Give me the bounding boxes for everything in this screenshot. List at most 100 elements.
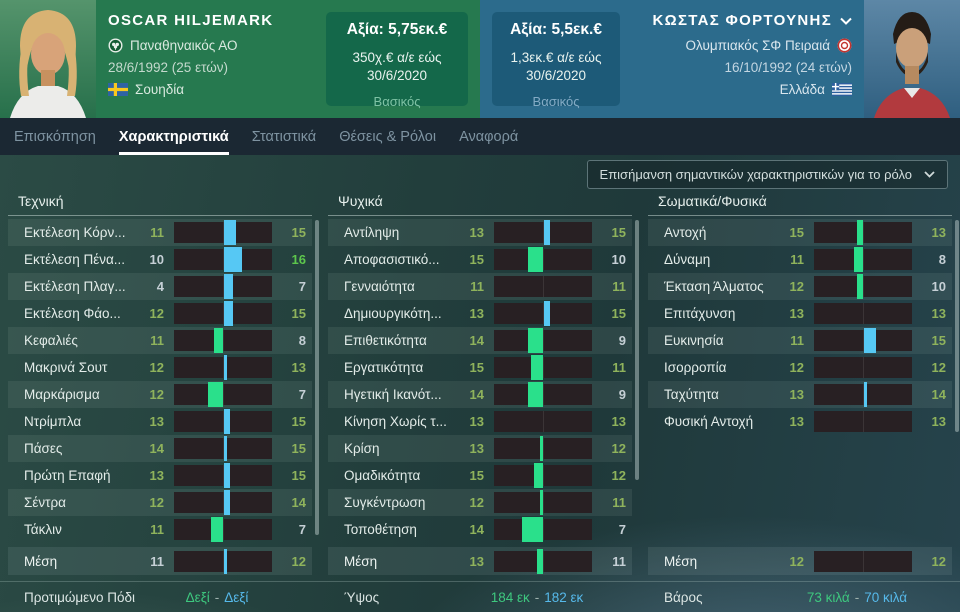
- player2-photo: [864, 0, 960, 118]
- player2-portrait-image: [864, 0, 960, 118]
- attribute-row: Κεφαλιές 11 8: [8, 327, 312, 354]
- player2-info: ΚΩΣΤΑΣ ΦΟΡΤΟΥΝΗΣ Ολυμπιακός ΣΦ Πειραιά 1…: [620, 0, 864, 118]
- attribute-label: Ομαδικότητα: [344, 468, 421, 483]
- player2-attribute-value: 13: [931, 306, 946, 321]
- attribute-label: Ευκινησία: [664, 333, 724, 348]
- player2-attribute-value: 16: [291, 252, 306, 267]
- player2-attribute-value: 7: [298, 387, 306, 402]
- track-center-line: [543, 222, 544, 243]
- player1-attribute-value: 13: [469, 414, 484, 429]
- player2-advantage-bar: [224, 301, 233, 326]
- player2-attribute-value: 8: [938, 252, 946, 267]
- player1-attribute-value: 11: [150, 522, 164, 537]
- track-center-line: [863, 550, 864, 572]
- player1-advantage-bar: [537, 548, 543, 574]
- player1-wage-line1: 350χ.€ α/ε εώς: [352, 50, 442, 65]
- attribute-label: Δημιουργικότη...: [344, 306, 442, 321]
- player2-value: Αξία: 5,5εκ.€: [510, 21, 602, 38]
- role-highlight-dropdown[interactable]: Επισήμανση σημαντικών χαρακτηριστικών γι…: [586, 159, 948, 189]
- attribute-row: Πάσες 14 15: [8, 435, 312, 462]
- player1-squad-status: Βασικός: [373, 94, 421, 110]
- player2-attribute-value: 13: [931, 225, 946, 240]
- tab-positions-roles[interactable]: Θέσεις & Ρόλοι: [339, 128, 437, 145]
- tab-report[interactable]: Αναφορά: [459, 128, 519, 145]
- mean-label: Μέση: [24, 553, 58, 569]
- player1-attribute-value: 13: [789, 387, 804, 402]
- detail-separator: -: [214, 589, 220, 605]
- tab-overview[interactable]: Επισκόπηση: [14, 128, 96, 145]
- attribute-label: Μαρκάρισμα: [24, 387, 100, 402]
- tab-attributes[interactable]: Χαρακτηριστικά: [118, 118, 229, 155]
- detail-values: 184 εκ -182 εκ: [462, 590, 612, 605]
- player1-mean-value: 11: [150, 553, 164, 569]
- tab-stats[interactable]: Στατιστικά: [251, 128, 317, 145]
- comparison-bar-track: [814, 274, 912, 299]
- player1-attribute-value: 14: [469, 333, 484, 348]
- player1-birthdate-text: 28/6/1992 (25 ετών): [108, 60, 229, 75]
- player2-club-line: Ολυμπιακός ΣΦ Πειραιά: [686, 38, 852, 53]
- section-title: Σωματικά/Φυσικά: [648, 193, 952, 216]
- column-scrollbar[interactable]: [635, 220, 639, 480]
- track-center-line: [223, 249, 224, 270]
- track-center-line: [223, 330, 224, 351]
- attribute-label: Δύναμη: [664, 252, 711, 267]
- attribute-label: Αποφασιστικό...: [344, 252, 440, 267]
- attributes-panel: Επισήμανση σημαντικών χαρακτηριστικών γι…: [0, 155, 960, 612]
- player2-advantage-bar: [224, 548, 227, 574]
- player1-attribute-value: 14: [469, 387, 484, 402]
- player2-attribute-value: 13: [611, 414, 626, 429]
- tab-bar: Επισκόπηση Χαρακτηριστικά Στατιστικά Θέσεις…: [0, 118, 960, 155]
- track-center-line: [223, 492, 224, 513]
- detail-values: Δεξί - Δεξί: [142, 590, 292, 605]
- attribute-row: Δημιουργικότη... 13 15: [328, 300, 632, 327]
- player2-attribute-value: 15: [611, 306, 626, 321]
- player1-attribute-value: 10: [149, 252, 164, 267]
- player1-advantage-bar: [528, 382, 543, 407]
- player2-attribute-value: 9: [618, 333, 626, 348]
- player2-nation-line: Ελλάδα: [780, 82, 852, 97]
- player2-attribute-value: 7: [618, 522, 626, 537]
- track-center-line: [543, 438, 544, 459]
- attribute-row: Επιθετικότητα 14 9: [328, 327, 632, 354]
- player2-header: Αξία: 5,5εκ.€ 1,3εκ.€ α/ε εώς 30/6/2020 …: [480, 0, 960, 118]
- column-scrollbar[interactable]: [955, 220, 959, 432]
- player2-advantage-bar: [224, 463, 230, 488]
- attribute-row: Ηγετική Ικανότ... 14 9: [328, 381, 632, 408]
- player1-contract-end: 30/6/2020: [366, 67, 428, 83]
- attribute-row: Μακρινά Σουτ 12 13: [8, 354, 312, 381]
- detail-cell: Βάρος 73 κιλά -70 κιλά: [648, 590, 952, 605]
- player1-advantage-bar: [531, 355, 543, 380]
- attribute-row: Αντοχή 15 13: [648, 219, 952, 246]
- comparison-bar-track: [174, 436, 272, 461]
- comparison-bar-track: [814, 382, 912, 407]
- player1-advantage-bar: [540, 436, 543, 461]
- track-center-line: [543, 303, 544, 324]
- comparison-bar-track: [174, 548, 272, 574]
- panathinaikos-club-badge-icon: [108, 38, 123, 53]
- player2-attribute-value: 12: [611, 441, 626, 456]
- player2-detail-value: 70 κιλά: [864, 589, 908, 605]
- player1-attribute-value: 14: [469, 522, 484, 537]
- player2-attribute-value: 15: [291, 414, 306, 429]
- comparison-bar-track: [174, 382, 272, 407]
- player1-advantage-bar: [540, 490, 543, 515]
- comparison-bar-track: [494, 463, 592, 488]
- attribute-label: Κρίση: [344, 441, 380, 456]
- attribute-label: Εκτέλεση Πένα...: [24, 252, 126, 267]
- comparison-bar-track: [814, 411, 912, 432]
- column-scrollbar[interactable]: [315, 220, 319, 535]
- player2-selector[interactable]: ΚΩΣΤΑΣ ΦΟΡΤΟΥΝΗΣ: [652, 12, 852, 29]
- player2-attribute-value: 12: [931, 360, 946, 375]
- attribute-label: Κίνηση Χωρίς τ...: [344, 414, 447, 429]
- attribute-row: Αντίληψη 13 15: [328, 219, 632, 246]
- track-center-line: [543, 249, 544, 270]
- player1-advantage-bar: [528, 328, 543, 353]
- comparison-bar-track: [494, 276, 592, 297]
- player2-attribute-value: 15: [291, 225, 306, 240]
- player2-advantage-bar: [224, 355, 227, 380]
- player2-club: Ολυμπιακός ΣΦ Πειραιά: [685, 38, 830, 53]
- mean-row: Μέση 11 12: [8, 547, 312, 575]
- player1-attribute-value: 11: [470, 279, 484, 294]
- detail-cell: Προτιμώμενο Πόδι Δεξί - Δεξί: [8, 590, 312, 605]
- attribute-row: Ευκινησία 11 15: [648, 327, 952, 354]
